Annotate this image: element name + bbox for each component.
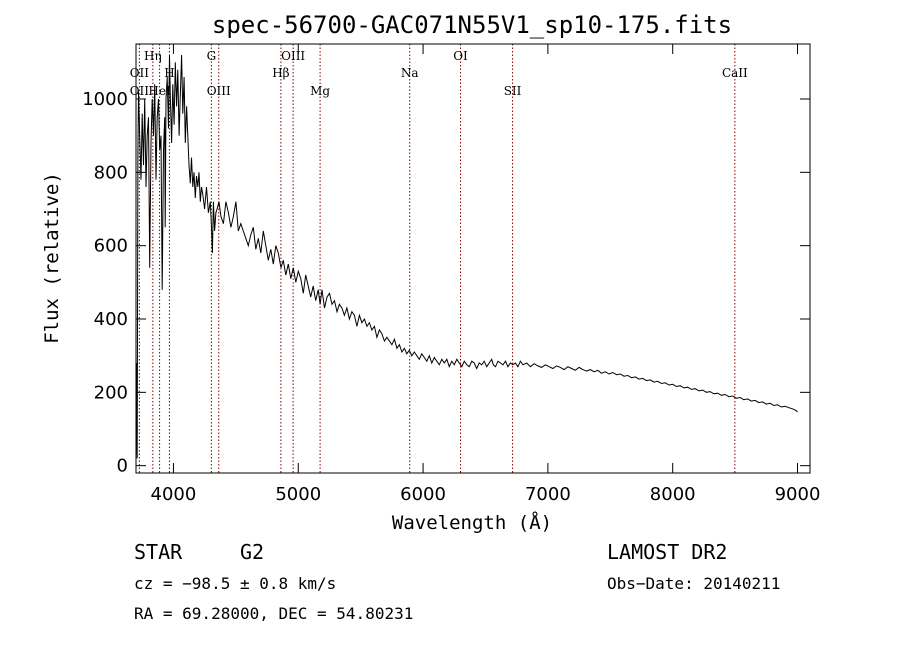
line-marker-label: OIII: [281, 49, 305, 63]
coordinates-info: RA = 69.28000, DEC = 54.80231: [134, 604, 413, 623]
x-tick-label: 9000: [775, 484, 821, 505]
line-marker-label: OII: [130, 66, 150, 80]
y-tick-label: 1000: [82, 89, 128, 110]
x-tick-label: 5000: [275, 484, 321, 505]
line-marker-label: Hη: [144, 49, 162, 63]
y-tick-label: 800: [94, 162, 128, 183]
redshift-info: cz = −98.5 ± 0.8 km/s: [134, 574, 336, 593]
y-tick-label: 200: [94, 382, 128, 403]
x-tick-label: 6000: [400, 484, 446, 505]
y-axis-label: Flux (relative): [41, 172, 63, 344]
observation-date: Obs−Date: 20140211: [607, 574, 780, 593]
plot-frame: [135, 43, 811, 474]
x-tick-label: 8000: [650, 484, 696, 505]
object-class: STAR: [134, 540, 183, 564]
x-axis-ticks: 4000 5000 6000 7000 8000 9000: [151, 44, 821, 505]
y-tick-label: 600: [94, 236, 128, 257]
y-tick-label: 400: [94, 309, 128, 330]
chart-title: spec-56700-GAC071N55V1_sp10-175.fits: [212, 11, 732, 39]
x-axis-label: Wavelength (Å): [392, 511, 552, 534]
line-marker-label: CaII: [722, 66, 748, 80]
line-marker-label: SII: [504, 84, 522, 98]
line-marker-label: OI: [453, 49, 468, 63]
y-axis-ticks: 0 200 400 600 800 1000: [82, 89, 810, 477]
x-tick-label: 4000: [151, 484, 197, 505]
spectral-subclass: G2: [240, 540, 264, 564]
line-marker-label: OII: [130, 84, 150, 98]
line-marker-label: OIII: [207, 84, 231, 98]
spectral-line-markers: [138, 44, 736, 473]
line-marker-label: Mg: [310, 84, 330, 98]
survey-name: LAMOST DR2: [607, 540, 727, 564]
line-marker-label: Hβ: [272, 66, 289, 80]
x-tick-label: 7000: [525, 484, 571, 505]
spectrum-line: [135, 54, 798, 466]
line-marker-label: Na: [401, 66, 419, 80]
line-marker-label: G: [207, 49, 217, 63]
y-tick-label: 0: [117, 456, 128, 477]
